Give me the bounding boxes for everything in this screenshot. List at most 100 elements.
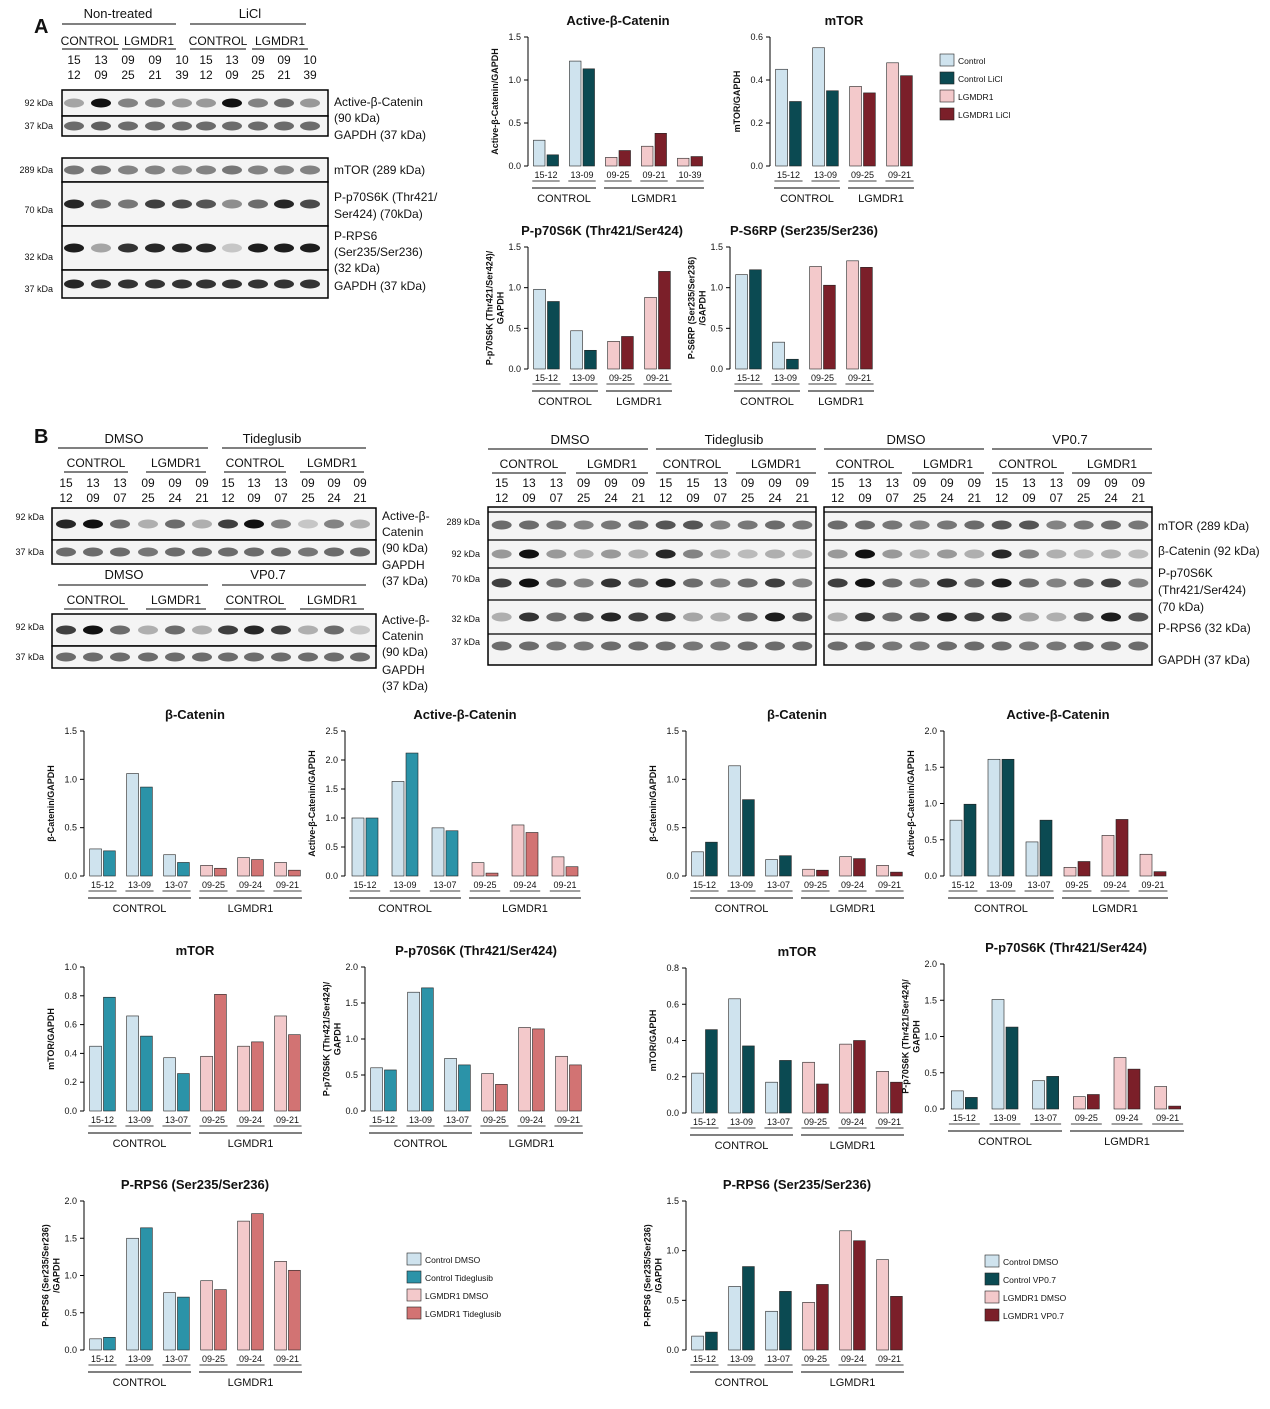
bar (691, 851, 704, 877)
chart-title: P-p70S6K (Thr421/Ser424) (395, 943, 557, 958)
group-label: CONTROL (378, 903, 432, 915)
blot-band (882, 612, 903, 622)
kda-marker: 37 kDa (451, 637, 480, 647)
bar (618, 150, 631, 167)
blot-band (165, 547, 185, 557)
chart-title: Active-β-Catenin (413, 707, 516, 722)
bar (391, 781, 405, 877)
blot-label: (70 kDa) (1158, 600, 1204, 614)
bar (214, 1289, 227, 1351)
blot-band (628, 549, 649, 559)
bar (1073, 1096, 1086, 1110)
bar (1101, 835, 1115, 877)
bar (407, 991, 420, 1112)
group-label: CONTROL (978, 1136, 1032, 1148)
y-tick-label: 1.5 (924, 995, 937, 1005)
bar (853, 1040, 866, 1114)
category-label: 09-21 (553, 880, 576, 890)
blot-band (138, 652, 158, 662)
lane-number: 09 (1077, 476, 1091, 490)
bar (1039, 819, 1053, 877)
bar (288, 1034, 301, 1112)
lane-number: 07 (550, 491, 564, 505)
blot-band (882, 578, 903, 588)
bar (779, 1060, 792, 1114)
blot-band (737, 578, 758, 588)
chart-title: mTOR (176, 943, 215, 958)
lane-number: 13 (113, 476, 127, 490)
bar (987, 758, 1001, 877)
bar (826, 90, 839, 167)
blot-band (827, 641, 848, 651)
bar (742, 799, 755, 877)
blot-band (546, 549, 567, 559)
bar (735, 274, 748, 370)
blot-band (118, 243, 138, 253)
blot-band (737, 641, 758, 651)
blot-label: Active-β-Catenin (334, 95, 423, 109)
legend-label: Control (958, 56, 986, 66)
category-label: 09-25 (202, 1115, 225, 1125)
bar (853, 858, 866, 877)
blot-band (1019, 612, 1039, 622)
blot-band (855, 520, 875, 530)
category-label: 13-09 (730, 1354, 753, 1364)
bar (518, 1027, 531, 1112)
chart-b6: P-p70S6K (Thr421/Ser424) 0.0 0.5 1.0 1.5 2.0 P… (322, 943, 583, 1150)
blot-band (991, 549, 1012, 559)
bar (274, 1261, 287, 1351)
chart-title: mTOR (778, 944, 817, 959)
category-label: 13-09 (993, 1113, 1016, 1123)
y-tick-label: 1.0 (508, 283, 521, 293)
bar (533, 288, 546, 370)
lane-number: 09 (327, 476, 341, 490)
group-label: CONTROL (226, 456, 285, 470)
western-blots: A Non-treated LiCl CONTROL LGMDR1 CONTROL LGMD… (15, 6, 1259, 693)
blot-band (491, 641, 512, 651)
lane-number: 07 (1050, 491, 1064, 505)
lane-number: 21 (796, 491, 810, 505)
y-tick-label: 0.0 (666, 1345, 679, 1355)
category-label: 09-25 (609, 373, 632, 383)
treatment-label: DMSO (105, 567, 144, 582)
bar (886, 62, 899, 167)
blot-band (964, 612, 985, 622)
blot-band (601, 612, 621, 622)
chart-b2: Active-β-Catenin 0.0 0.5 1.0 1.5 2.0 2.5 Active… (307, 707, 581, 915)
blot-band (222, 243, 242, 253)
blot-label: Catenin (382, 525, 423, 539)
y-tick-label: 0.0 (345, 1106, 358, 1116)
blot-band (655, 520, 676, 530)
lane-number: 09 (940, 476, 954, 490)
lane-number: 09 (1104, 476, 1118, 490)
group-label: LGMDR1 (1104, 1136, 1150, 1148)
group-label: LGMDR1 (307, 593, 357, 607)
lane-number: 15 (199, 53, 213, 67)
group-label: LGMDR1 (255, 34, 305, 48)
category-label: 15-12 (91, 880, 114, 890)
bar (533, 139, 546, 167)
lane-number: 13 (858, 476, 872, 490)
bar (370, 1067, 383, 1112)
blot-band (1128, 612, 1149, 622)
y-tick-label: 1.5 (924, 762, 937, 772)
blot-band (165, 519, 185, 529)
bar (765, 1310, 778, 1351)
blot-band (118, 98, 138, 108)
y-tick-label: 1.5 (508, 242, 521, 252)
blot-strip (61, 115, 329, 137)
blot-band (765, 549, 785, 559)
chart-b9: P-RPS6 (Ser235/Ser236) 0.0 0.5 1.0 1.5 2.0 P-R… (41, 1177, 302, 1389)
bar (846, 260, 859, 370)
blot-band (491, 612, 512, 622)
group-label: CONTROL (715, 1377, 769, 1389)
blot-band (991, 612, 1012, 622)
bar (525, 832, 539, 877)
kda-marker: 37 kDa (15, 652, 44, 662)
blot-band (110, 652, 130, 662)
legend-label: LGMDR1 DMSO (425, 1291, 489, 1301)
category-label: 13-09 (128, 1115, 151, 1125)
category-label: 15-12 (953, 1113, 976, 1123)
category-label: 13-07 (165, 1115, 188, 1125)
blot-band (218, 625, 238, 635)
